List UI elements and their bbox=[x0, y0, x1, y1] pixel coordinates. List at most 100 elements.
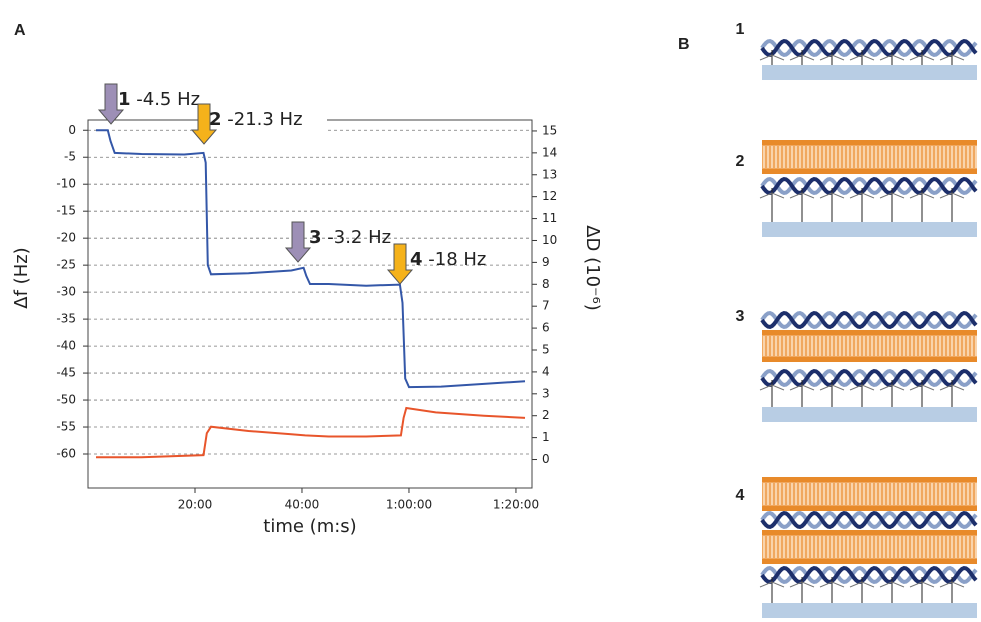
linker-head bbox=[879, 384, 905, 391]
substrate bbox=[762, 222, 977, 237]
y2-tick-label: 14 bbox=[542, 145, 557, 159]
x-tick-label: 20:00 bbox=[178, 498, 213, 512]
lipid-heads bbox=[762, 357, 977, 362]
y-tick-label: -55 bbox=[56, 420, 76, 434]
dna-strand bbox=[760, 176, 978, 196]
linker-head bbox=[819, 192, 845, 199]
linker-head bbox=[849, 384, 875, 391]
dna-strand bbox=[760, 38, 978, 58]
linker-head bbox=[939, 384, 965, 391]
y-tick-label: -5 bbox=[64, 150, 76, 164]
dna-strand bbox=[760, 565, 978, 585]
linker-head bbox=[789, 581, 815, 588]
y2-tick-label: 3 bbox=[542, 386, 550, 400]
linker-head bbox=[909, 54, 935, 61]
y2-axis-label: ΔD (10⁻⁶) bbox=[582, 225, 603, 311]
linker-head bbox=[849, 581, 875, 588]
lipid-heads bbox=[762, 330, 977, 335]
dna-strand bbox=[760, 510, 978, 530]
y2-tick-label: 7 bbox=[542, 299, 550, 313]
y-tick-label: -30 bbox=[56, 285, 76, 299]
linker-head bbox=[909, 192, 935, 199]
plot-frame bbox=[87, 119, 533, 489]
linker-head bbox=[849, 54, 875, 61]
annotation-text: -4.5 Hz bbox=[136, 89, 200, 110]
lipid-layer bbox=[762, 140, 977, 174]
x-tick-label: 1:20:00 bbox=[493, 498, 539, 512]
y2-tick-label: 9 bbox=[542, 255, 550, 269]
linker-head bbox=[789, 54, 815, 61]
plot: 0-5-10-15-20-25-30-35-40-45-50-55-601514… bbox=[11, 83, 603, 537]
y2-tick-label: 0 bbox=[542, 452, 550, 466]
dna-strand bbox=[760, 368, 978, 388]
step-label: 3 bbox=[736, 308, 745, 325]
y-tick-label: -20 bbox=[56, 231, 76, 245]
annotation-step: 2 bbox=[209, 109, 222, 130]
data-line bbox=[96, 406, 526, 459]
data-line bbox=[96, 129, 526, 389]
y2-tick-label: 8 bbox=[542, 277, 550, 291]
linker-head bbox=[759, 54, 785, 61]
y-tick-label: -15 bbox=[56, 204, 76, 218]
linker-head bbox=[909, 384, 935, 391]
y-tick-label: -25 bbox=[56, 258, 76, 272]
dna-strand bbox=[760, 510, 978, 530]
lipid-heads bbox=[762, 140, 977, 145]
lipid-heads bbox=[762, 169, 977, 174]
annotation-text: -3.2 Hz bbox=[327, 227, 391, 248]
y2-tick-label: 6 bbox=[542, 321, 550, 335]
linker-head bbox=[939, 192, 965, 199]
lipid-layer bbox=[762, 530, 977, 564]
x-tick-label: 1:00:00 bbox=[386, 498, 432, 512]
y2-tick-label: 5 bbox=[542, 343, 550, 357]
y2-tick-label: 1 bbox=[542, 430, 550, 444]
y-axis-label: Δf (Hz) bbox=[11, 247, 32, 308]
annotation-text: -21.3 Hz bbox=[227, 109, 302, 130]
lipid-layer bbox=[762, 330, 977, 362]
y2-tick-label: 10 bbox=[542, 233, 557, 247]
linker-head bbox=[819, 384, 845, 391]
label-bg bbox=[207, 108, 327, 132]
x-axis-label: time (m:s) bbox=[263, 516, 356, 537]
linker-head bbox=[759, 581, 785, 588]
step-label: 2 bbox=[736, 153, 745, 170]
dna-strand bbox=[760, 38, 978, 58]
substrate bbox=[762, 407, 977, 422]
y-tick-label: -50 bbox=[56, 393, 76, 407]
panel-label: A bbox=[14, 22, 26, 39]
step-label: 1 bbox=[736, 21, 745, 38]
linker-head bbox=[879, 54, 905, 61]
y-tick-label: -35 bbox=[56, 312, 76, 326]
lipid-heads bbox=[762, 506, 977, 511]
annotation: 1 -4.5 Hz bbox=[118, 89, 200, 110]
dna-strand bbox=[760, 310, 978, 330]
lipid-heads bbox=[762, 559, 977, 564]
schematic: 1 2 3 4 bbox=[736, 21, 978, 618]
linker-head bbox=[789, 384, 815, 391]
substrate bbox=[762, 603, 977, 618]
arrow bbox=[284, 221, 312, 263]
dna-strand bbox=[760, 176, 978, 196]
linker-head bbox=[759, 384, 785, 391]
substrate bbox=[762, 65, 977, 80]
dna-strand bbox=[760, 310, 978, 330]
linker-head bbox=[759, 192, 785, 199]
lipid-layer bbox=[762, 477, 977, 511]
y-tick-label: -40 bbox=[56, 339, 76, 353]
annotation: 2 -21.3 Hz bbox=[209, 109, 303, 130]
linker-head bbox=[879, 581, 905, 588]
linker-head bbox=[789, 192, 815, 199]
y-tick-label: -45 bbox=[56, 366, 76, 380]
x-tick-label: 40:00 bbox=[285, 498, 320, 512]
dna-strand bbox=[760, 368, 978, 388]
dna-strand bbox=[760, 565, 978, 585]
y2-tick-label: 11 bbox=[542, 211, 557, 225]
annotation: 3 -3.2 Hz bbox=[309, 227, 391, 248]
annotation-step: 4 bbox=[410, 249, 423, 270]
annotation-text: -18 Hz bbox=[428, 249, 486, 270]
linker-head bbox=[849, 192, 875, 199]
y2-tick-label: 13 bbox=[542, 167, 557, 181]
linker-head bbox=[939, 54, 965, 61]
panel-label: B bbox=[678, 36, 690, 53]
